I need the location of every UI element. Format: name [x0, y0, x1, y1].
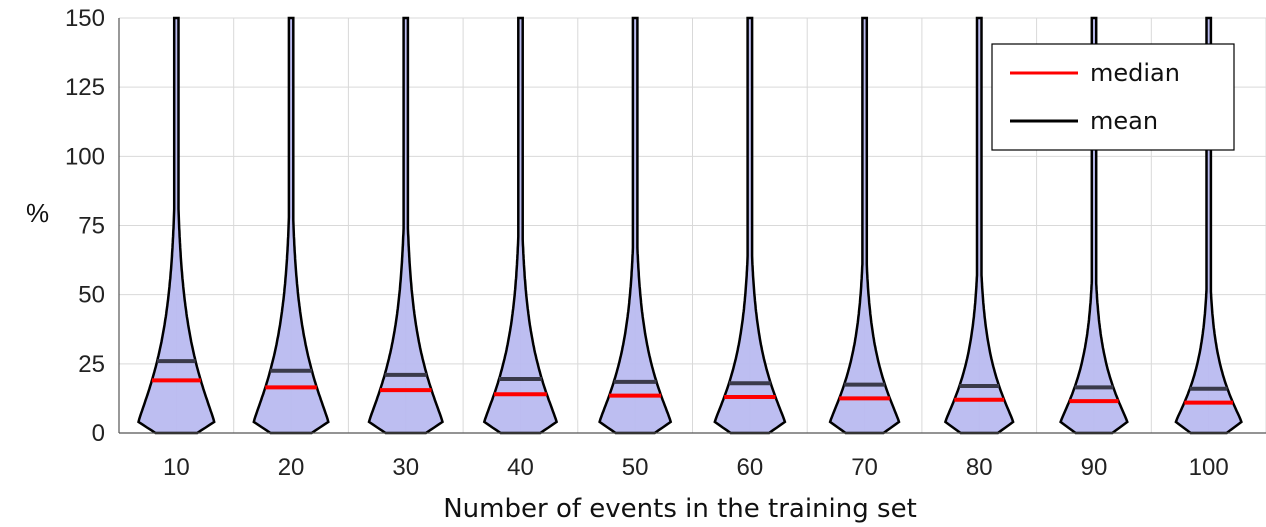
legend-median-label: median	[1090, 59, 1180, 87]
axes	[118, 18, 1266, 434]
x-tick-label: 20	[278, 454, 305, 481]
violin-50	[598, 16, 673, 435]
x-tick-label: 70	[851, 454, 878, 481]
y-tick-label: 75	[78, 213, 105, 240]
x-tick-label: 100	[1189, 454, 1229, 481]
violin-60	[713, 16, 787, 435]
x-tick-label: 50	[622, 454, 649, 481]
y-tick-label: 150	[65, 5, 105, 32]
y-axis-label: %	[26, 198, 49, 228]
x-tick-label: 80	[966, 454, 993, 481]
y-tick-label: 25	[78, 351, 105, 378]
violin-80	[943, 16, 1015, 435]
violin-30	[367, 16, 444, 435]
legend: median mean	[991, 43, 1235, 151]
violin-100	[1174, 16, 1243, 435]
y-tick-label: 0	[92, 420, 105, 447]
x-tick-label: 60	[736, 454, 763, 481]
y-tick-label: 100	[65, 143, 105, 170]
violin-40	[482, 16, 559, 435]
x-axis-label: Number of events in the training set	[443, 494, 917, 524]
x-tick-label: 30	[392, 454, 419, 481]
legend-box	[991, 43, 1235, 151]
x-tick-label: 10	[163, 454, 190, 481]
violin-10	[137, 16, 216, 435]
violin-90	[1059, 16, 1129, 435]
x-tick-labels: 10 20 30 40 50 60 70 80 90 100	[163, 454, 1229, 481]
x-tick-label: 40	[507, 454, 534, 481]
x-tick-label: 90	[1081, 454, 1108, 481]
violin-20	[252, 16, 330, 435]
legend-mean-label: mean	[1090, 107, 1158, 135]
violin-70	[828, 16, 901, 435]
y-tick-labels: 0 25 50 75 100 125 150	[65, 5, 105, 447]
y-tick-label: 125	[65, 74, 105, 101]
y-tick-label: 50	[78, 282, 105, 309]
violins	[137, 16, 1243, 435]
